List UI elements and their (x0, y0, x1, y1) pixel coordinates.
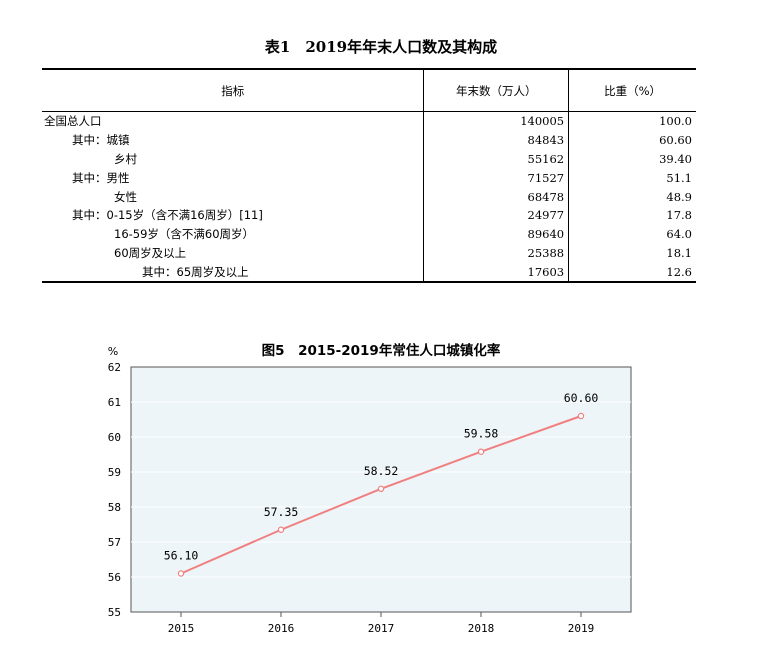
x-tick-label: 2016 (268, 622, 295, 635)
table-row: 其中：男性 71527 51.1 (42, 168, 696, 188)
data-point (477, 448, 485, 455)
table-row: 全国总人口 140005 100.0 (42, 111, 696, 131)
row-label: 其中：城镇 (72, 133, 130, 148)
data-points (177, 412, 585, 577)
row-count: 68478 (423, 187, 569, 206)
chart-title: 图5 2015-2019年常住人口城镇化率 (262, 342, 501, 359)
row-share: 18.1 (568, 243, 696, 263)
row-count: 71527 (423, 168, 569, 188)
row-count: 84843 (423, 130, 569, 150)
population-table: 指标 年末数（万人） 比重（%） 全国总人口 140005 100.0 其中：城… (42, 68, 696, 284)
row-label: 全国总人口 (44, 114, 102, 129)
y-tick-label: 55 (108, 606, 121, 619)
data-label: 58.52 (364, 464, 399, 478)
row-count: 25388 (423, 243, 569, 263)
row-label: 其中：65周岁及以上 (142, 264, 249, 279)
x-tick-label: 2017 (368, 622, 395, 635)
data-point (177, 570, 185, 577)
row-label: 其中：0-15岁（含不满16周岁）[11] (72, 208, 263, 223)
data-point (377, 485, 385, 492)
y-axis-ticks: 55 56 57 58 59 60 61 62 (108, 361, 121, 619)
data-point (277, 526, 285, 533)
row-count: 89640 (423, 224, 569, 244)
row-label: 60周岁及以上 (114, 245, 187, 260)
y-tick-label: 62 (108, 361, 121, 374)
row-count: 55162 (423, 149, 569, 169)
table-title: 表1 2019年年末人口数及其构成 (264, 38, 498, 56)
row-share: 64.0 (568, 224, 696, 244)
row-count: 24977 (423, 205, 569, 225)
table-row: 乡村 55162 39.40 (42, 149, 696, 169)
x-tick-label: 2019 (568, 622, 595, 635)
table-row: 其中：城镇 84843 60.60 (42, 130, 696, 150)
header-indicator: 指标 (42, 68, 424, 112)
table-row: 16-59岁（含不满60周岁） 89640 64.0 (42, 224, 696, 244)
y-tick-label: 56 (108, 571, 121, 584)
row-label: 16-59岁（含不满60周岁） (114, 227, 255, 242)
row-count: 17603 (423, 262, 569, 284)
y-tick-label: 60 (108, 431, 121, 444)
row-share: 51.1 (568, 168, 696, 188)
grid-lines (131, 401, 631, 578)
row-share: 39.40 (568, 149, 696, 169)
row-label: 其中：男性 (72, 170, 130, 185)
row-share: 12.6 (568, 262, 696, 284)
x-tick-label: 2018 (468, 622, 495, 635)
data-labels: 56.10 57.35 58.52 59.58 60.60 (164, 391, 599, 563)
y-tick-label: 57 (108, 536, 121, 549)
row-share: 60.60 (568, 130, 696, 150)
urbanization-line-chart: 图5 2015-2019年常住人口城镇化率 % 55 56 57 58 59 60 61 62… (108, 342, 632, 635)
table-row: 其中：0-15岁（含不满16周岁）[11] 24977 17.8 (42, 205, 696, 225)
row-share: 17.8 (568, 205, 696, 225)
row-label: 女性 (114, 189, 137, 204)
x-axis-ticks: 2015 2016 2017 2018 2019 (168, 612, 595, 635)
data-label: 56.10 (164, 549, 199, 563)
row-count: 140005 (423, 111, 569, 131)
row-share: 100.0 (568, 111, 696, 131)
table-row: 女性 68478 48.9 (42, 187, 696, 206)
y-tick-label: 59 (108, 466, 121, 479)
row-share: 48.9 (568, 187, 696, 206)
x-tick-label: 2015 (168, 622, 195, 635)
data-label: 60.60 (564, 391, 599, 405)
table-row: 60周岁及以上 25388 18.1 (42, 243, 696, 263)
data-label: 59.58 (464, 427, 499, 441)
y-axis-unit: % (108, 345, 118, 358)
data-label: 57.35 (264, 505, 299, 519)
table-row: 其中：65周岁及以上 17603 12.6 (42, 262, 696, 284)
header-count: 年末数（万人） (423, 68, 569, 112)
data-point (577, 412, 585, 420)
y-tick-label: 61 (108, 396, 121, 409)
table-header-row: 指标 年末数（万人） 比重（%） (42, 68, 696, 112)
y-tick-label: 58 (108, 501, 121, 514)
row-label: 乡村 (114, 151, 137, 166)
header-share: 比重（%） (568, 68, 696, 112)
